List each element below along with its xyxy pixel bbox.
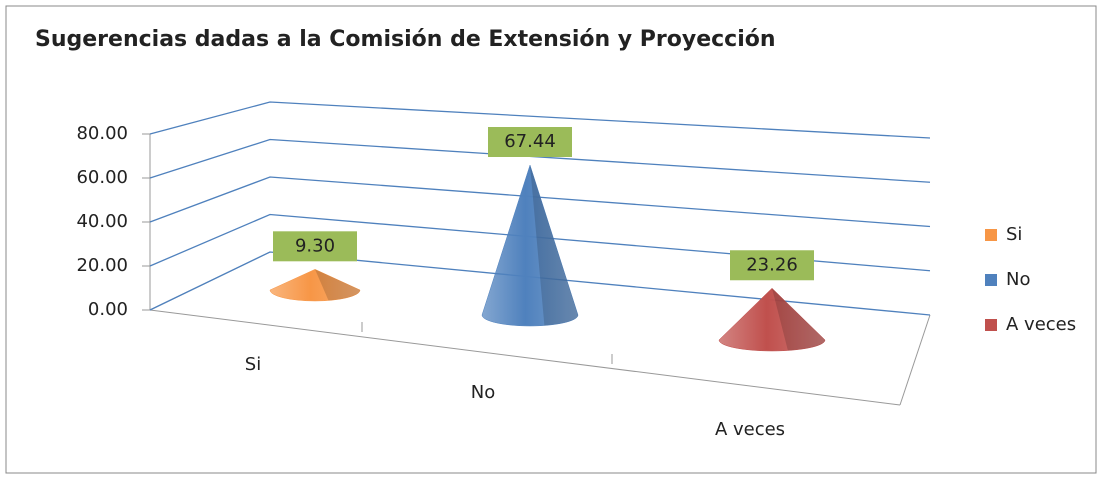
y-tick-label: 0.00 [88, 299, 128, 320]
y-tick-label: 40.00 [76, 211, 128, 232]
grid-line [149, 251, 931, 316]
grid-line [149, 213, 931, 272]
grid-line [149, 176, 931, 228]
y-tick-label: 60.00 [76, 167, 128, 188]
legend-swatch [985, 274, 997, 286]
legend-label: Si [1006, 224, 1022, 245]
grid-line [149, 138, 931, 183]
axis-line [149, 309, 901, 406]
cone [718, 287, 826, 352]
cone [481, 164, 579, 327]
x-tick-label: A veces [715, 419, 785, 440]
data-label: 67.44 [504, 131, 556, 152]
data-label-box [730, 250, 814, 281]
legend-label: A veces [1006, 314, 1076, 335]
cone-shade [772, 288, 825, 351]
axis-line [899, 314, 931, 406]
data-label: 23.26 [746, 254, 798, 275]
data-label: 9.30 [295, 235, 335, 256]
chart-title: Sugerencias dadas a la Comisión de Exten… [35, 27, 776, 52]
x-tick-label: Si [245, 354, 261, 375]
legend-label: No [1006, 269, 1030, 290]
data-label-box [273, 231, 357, 262]
y-tick-label: 20.00 [76, 255, 128, 276]
cone [269, 269, 361, 302]
cone-shade [530, 165, 578, 326]
y-tick-label: 80.00 [76, 123, 128, 144]
grid-line [149, 101, 931, 139]
legend-swatch [985, 319, 997, 331]
data-label-box [488, 127, 572, 157]
cone-shade [315, 269, 360, 301]
legend-swatch [985, 229, 997, 241]
x-tick-label: No [471, 382, 495, 403]
